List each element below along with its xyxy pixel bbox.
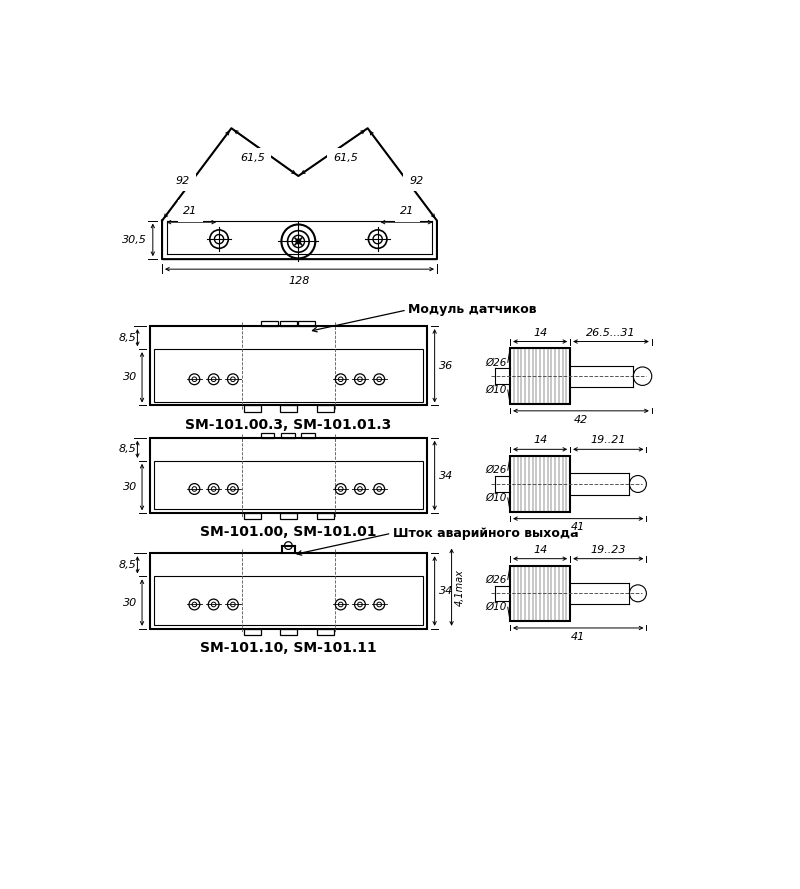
Text: 61,5: 61,5 — [333, 153, 358, 164]
Bar — [280, 513, 297, 519]
Text: 8,5: 8,5 — [118, 444, 136, 454]
Text: 21: 21 — [400, 206, 414, 216]
Bar — [154, 461, 423, 509]
Text: 21: 21 — [183, 206, 198, 216]
Bar — [317, 513, 334, 519]
Bar — [302, 433, 315, 437]
Text: 30: 30 — [123, 372, 138, 382]
Text: SM-101.00.3, SM-101.01.3: SM-101.00.3, SM-101.01.3 — [186, 418, 391, 432]
Text: 4,1max: 4,1max — [454, 569, 465, 605]
Text: 14: 14 — [533, 436, 547, 445]
Text: 34: 34 — [439, 586, 454, 596]
Bar — [280, 405, 297, 412]
Text: 19..21: 19..21 — [590, 436, 626, 445]
Text: 14: 14 — [533, 545, 547, 555]
Bar — [244, 629, 261, 635]
Text: 30: 30 — [123, 482, 138, 492]
Text: Ø26: Ø26 — [485, 574, 506, 584]
Bar — [244, 405, 261, 412]
Text: 19..23: 19..23 — [590, 545, 626, 555]
Text: 30,5: 30,5 — [122, 235, 146, 244]
Text: 36: 36 — [439, 361, 454, 371]
Bar — [150, 326, 427, 405]
Text: 26.5...31: 26.5...31 — [586, 328, 636, 338]
Text: Ø10: Ø10 — [485, 385, 506, 395]
Bar — [261, 433, 274, 437]
Bar — [510, 565, 570, 621]
Bar — [510, 348, 570, 404]
Text: Ø10: Ø10 — [485, 602, 506, 613]
Text: Ø26: Ø26 — [485, 357, 506, 367]
Text: 92: 92 — [409, 176, 423, 186]
Text: 14: 14 — [533, 328, 547, 338]
Bar — [280, 321, 297, 326]
Text: 8,5: 8,5 — [118, 332, 136, 342]
Text: Ø26: Ø26 — [485, 465, 506, 475]
Bar — [150, 553, 427, 629]
Text: 42: 42 — [574, 414, 588, 425]
Bar — [154, 576, 423, 625]
Text: SM-101.00, SM-101.01: SM-101.00, SM-101.01 — [200, 525, 377, 540]
Text: SM-101.10, SM-101.11: SM-101.10, SM-101.11 — [200, 641, 377, 655]
Bar — [298, 321, 315, 326]
Text: 128: 128 — [289, 276, 310, 286]
Text: 41: 41 — [571, 632, 586, 642]
Bar — [150, 437, 427, 513]
Text: 34: 34 — [439, 470, 454, 481]
Bar — [280, 629, 297, 635]
Bar — [154, 349, 423, 402]
Bar — [262, 321, 278, 326]
Text: 30: 30 — [123, 597, 138, 607]
Bar — [282, 433, 295, 437]
Bar — [317, 629, 334, 635]
Text: Ø10: Ø10 — [485, 493, 506, 503]
Text: Модуль датчиков: Модуль датчиков — [409, 303, 537, 316]
Text: 92: 92 — [176, 176, 190, 186]
Bar — [317, 405, 334, 412]
Text: 8,5: 8,5 — [118, 560, 136, 570]
Text: Шток аварийного выхода: Шток аварийного выхода — [393, 527, 578, 540]
Text: 61,5: 61,5 — [240, 153, 265, 164]
Text: 41: 41 — [571, 523, 586, 533]
Bar — [244, 513, 261, 519]
Bar — [510, 456, 570, 512]
